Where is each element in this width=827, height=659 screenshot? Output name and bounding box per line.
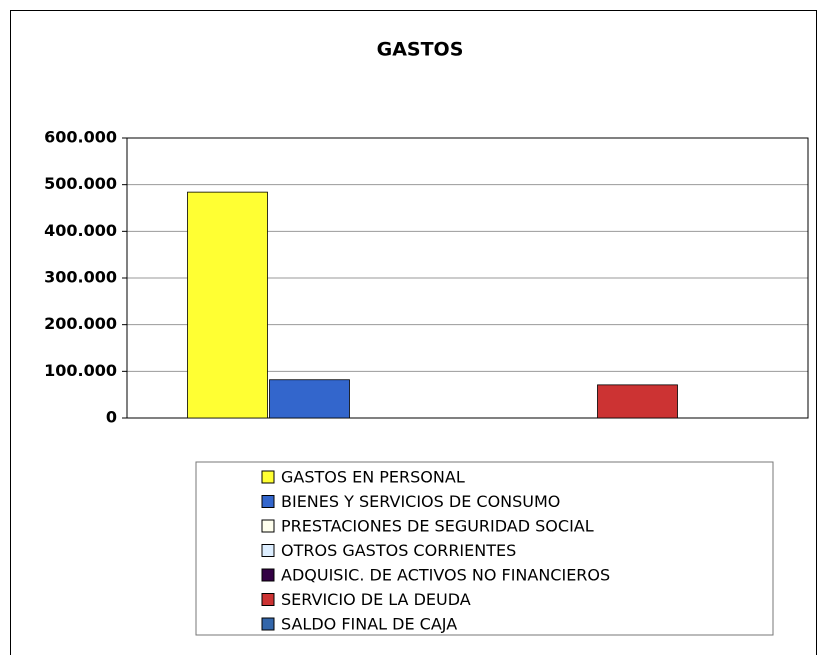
legend-swatch [261,568,275,582]
y-tick-label: 300.000 [44,268,117,287]
legend-label: OTROS GASTOS CORRIENTES [281,541,516,560]
y-tick-label: 200.000 [44,314,117,333]
legend-label: GASTOS EN PERSONAL [281,468,465,487]
y-tick-label: 500.000 [44,174,117,193]
y-tick-label: 100.000 [44,361,117,380]
legend-swatch [261,495,275,508]
legend-label: ADQUISIC. DE ACTIVOS NO FINANCIEROS [281,566,610,585]
chart-title: GASTOS [377,39,464,61]
bar [597,384,678,419]
legend-label: BIENES Y SERVICIOS DE CONSUMO [281,492,560,511]
bar [269,379,350,419]
legend-swatch [261,617,275,631]
plot-border [126,137,809,419]
legend-swatch [261,593,275,606]
legend-swatch [261,470,275,484]
legend-swatch [261,519,275,533]
y-tick-label: 0 [106,408,117,427]
legend-label: SERVICIO DE LA DEUDA [281,590,471,609]
bar [187,191,268,419]
legend-box [195,461,774,636]
legend-label: PRESTACIONES DE SEGURIDAD SOCIAL [281,517,594,536]
legend-swatch [261,544,275,557]
legend-label: SALDO FINAL DE CAJA [281,615,457,634]
y-tick-label: 400.000 [44,221,117,240]
y-tick-label: 600.000 [44,128,117,147]
